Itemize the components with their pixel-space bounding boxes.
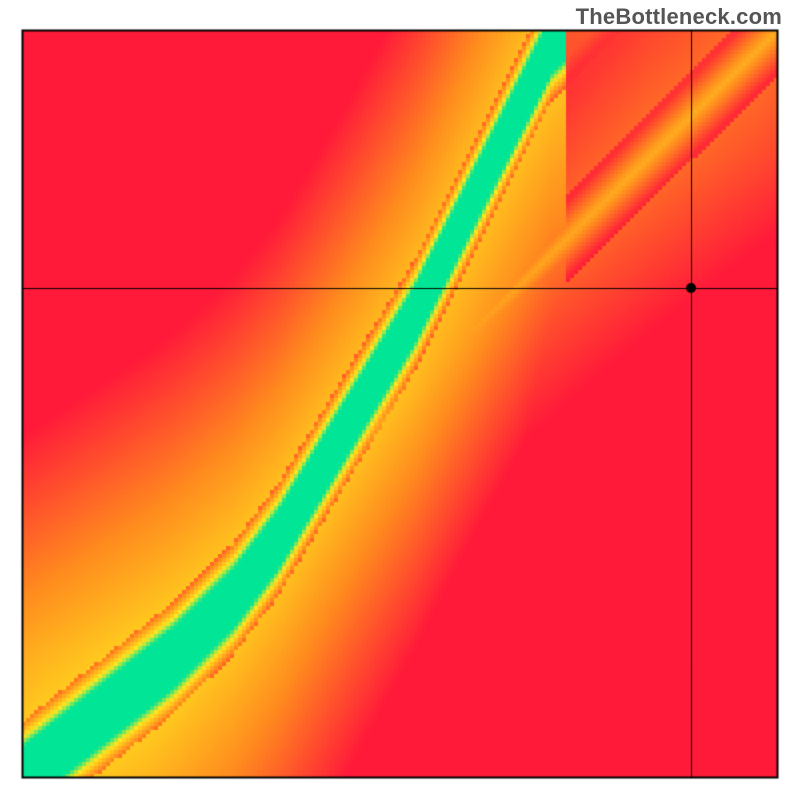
heatmap-canvas	[0, 0, 800, 800]
chart-container: TheBottleneck.com	[0, 0, 800, 800]
watermark-text: TheBottleneck.com	[576, 4, 782, 30]
